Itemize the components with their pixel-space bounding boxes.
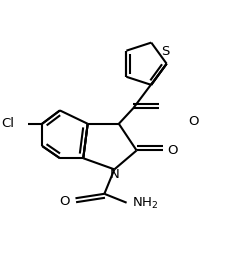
Text: N: N (109, 168, 119, 181)
Text: S: S (161, 45, 169, 58)
Text: Cl: Cl (1, 117, 14, 130)
Text: O: O (187, 115, 197, 128)
Text: O: O (59, 195, 70, 208)
Text: O: O (167, 144, 177, 157)
Text: NH$_2$: NH$_2$ (132, 196, 158, 211)
